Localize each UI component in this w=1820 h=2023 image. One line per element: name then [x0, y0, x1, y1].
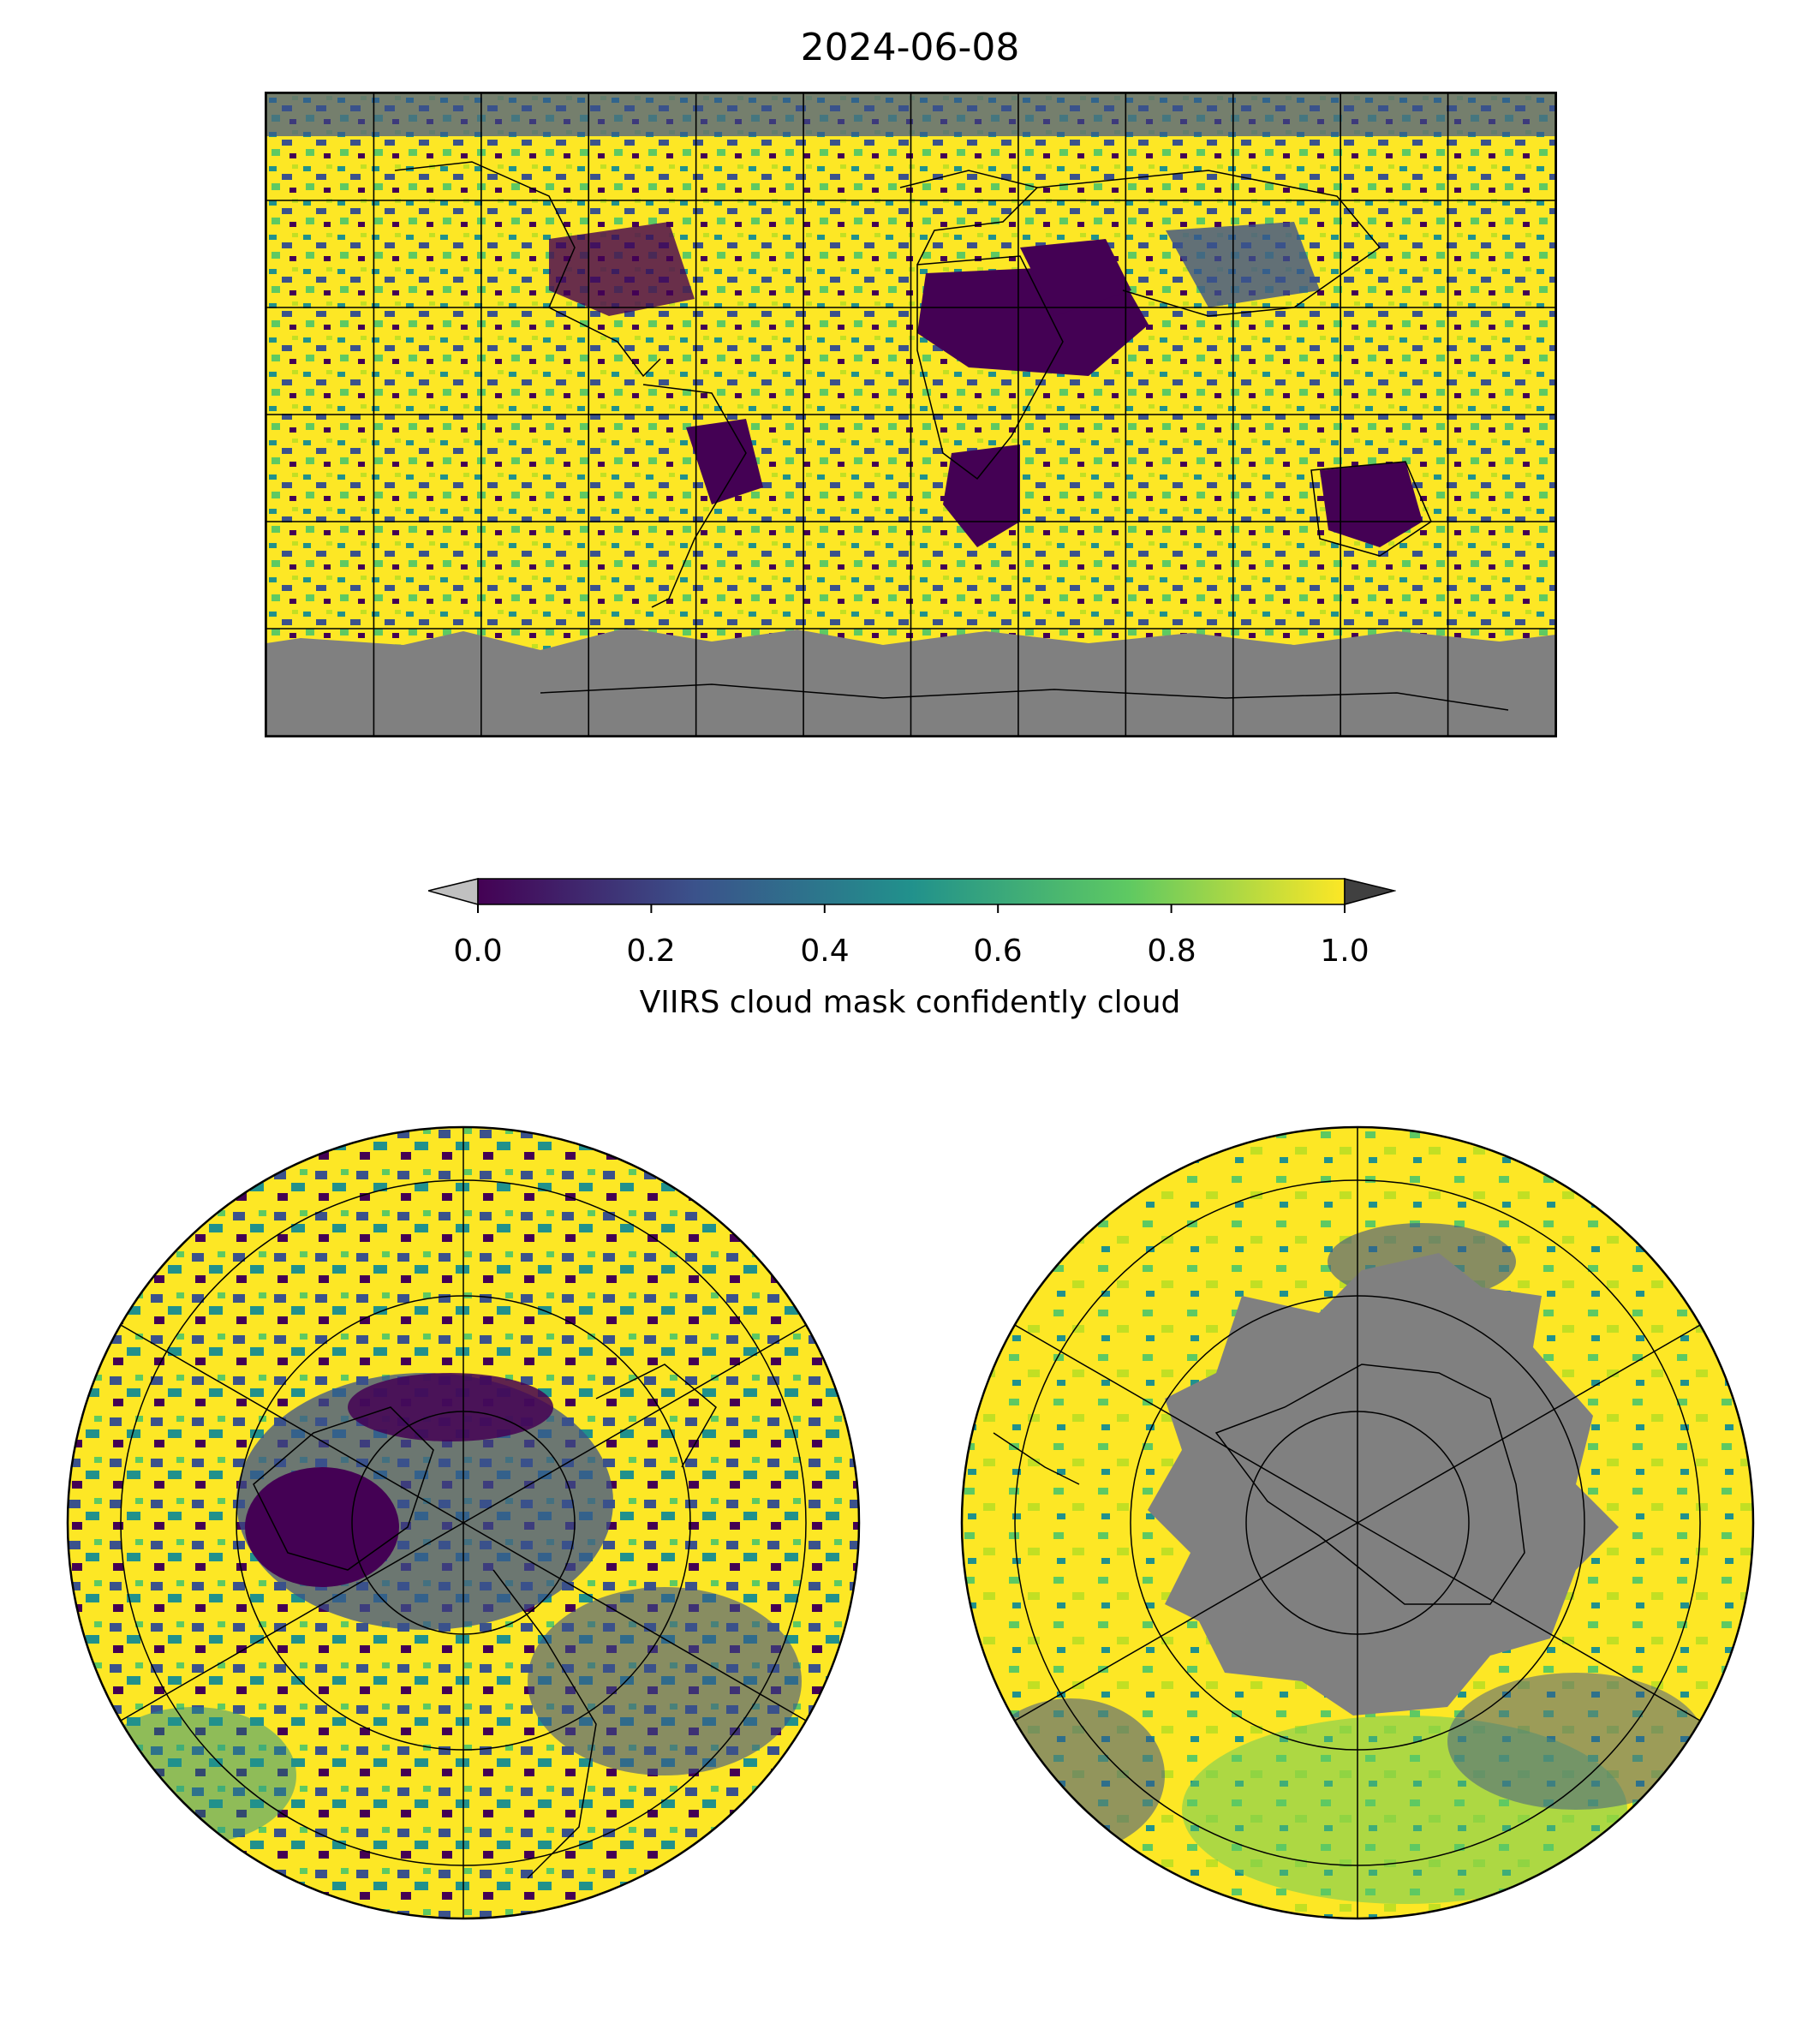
colorbar-tick-label: 0.6 [973, 934, 1023, 969]
clear-north-america [549, 222, 695, 316]
colorbar-tick-label: 0.4 [800, 934, 850, 969]
figure-title: 2024-06-08 [800, 26, 1020, 69]
south-gridlines [1008, 1127, 1707, 1919]
north-clear-patch [91, 1707, 296, 1844]
meridian-gridline [462, 1522, 813, 1725]
meridian-gridline [1357, 1522, 1707, 1725]
north-clear-patch [245, 1467, 399, 1587]
south-coastlines [993, 1364, 1525, 1605]
colorbar-tick-label: 0.8 [1147, 934, 1196, 969]
colorbar [426, 872, 1397, 923]
north-polar-map [65, 1125, 862, 1921]
meridian-gridline [1357, 1321, 1707, 1524]
north-coastlines [253, 1364, 717, 1879]
meridian-gridline [1008, 1321, 1358, 1524]
colorbar-tick-label: 1.0 [1320, 934, 1369, 969]
south-clear-patch [1447, 1673, 1704, 1810]
gridlines [266, 93, 1555, 736]
meridian-gridline [114, 1522, 464, 1725]
meridian-gridline [114, 1321, 464, 1524]
meridian-gridline [462, 1321, 813, 1524]
colorbar-tick-marks [477, 904, 1346, 913]
missing-data-antarctica [1148, 1253, 1619, 1716]
clear-australia [1320, 462, 1423, 547]
colorbar-gradient [477, 878, 1346, 905]
colorbar-tick-label: 0.2 [626, 934, 676, 969]
meridian-gridline [1008, 1522, 1358, 1725]
south-map-border [960, 1125, 1755, 1920]
colorbar-extend-over [1344, 878, 1397, 905]
north-map-border [66, 1125, 861, 1920]
north-clear-patch [528, 1587, 802, 1775]
south-clear-patch [976, 1698, 1165, 1853]
north-clear-patch [348, 1373, 553, 1441]
clear-asia [1166, 222, 1320, 307]
clear-south-america [686, 419, 763, 504]
global-map [265, 92, 1557, 737]
coastlines [394, 161, 1509, 711]
clear-arabia [1020, 239, 1131, 316]
colorbar-tick-label: 0.0 [453, 934, 503, 969]
north-gridlines [114, 1127, 813, 1919]
colorbar-label: VIIRS cloud mask confidently cloud [639, 985, 1181, 1020]
colorbar-tick-labels: 0.0 0.2 0.4 0.6 0.8 1.0 [0, 934, 1820, 985]
south-polar-map [959, 1125, 1756, 1921]
colorbar-extend-under [426, 878, 479, 905]
